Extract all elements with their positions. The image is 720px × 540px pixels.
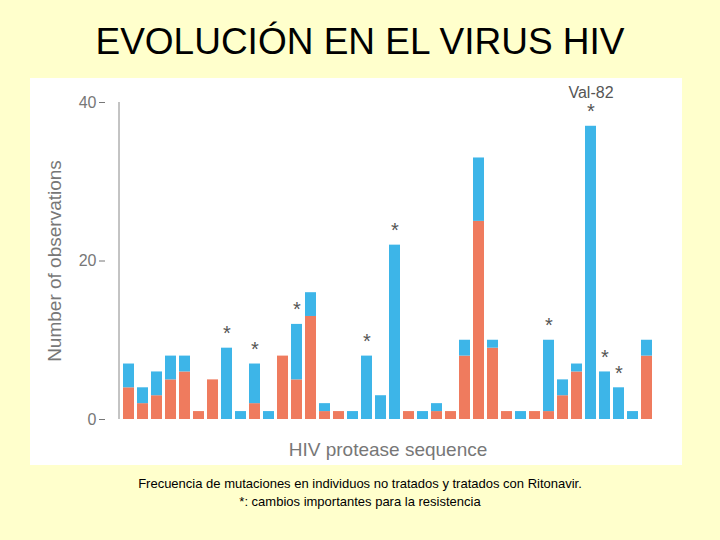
html-text:*: cambios importantes para la: *: cambios importantes para la resistenc…: [239, 494, 481, 509]
svg-text:HIV protease sequence: HIV protease sequence: [289, 439, 488, 460]
svg-text:*: *: [223, 322, 231, 344]
svg-text:*: *: [293, 298, 301, 320]
svg-text:*: *: [615, 362, 623, 384]
html-text:EVOLUCIÓN EN EL VIRUS HIV: EVOLUCIÓN EN EL VIRUS HIV: [95, 21, 625, 62]
svg-text:*: *: [601, 346, 609, 368]
svg-text:*: *: [251, 338, 259, 360]
svg-text:*: *: [587, 100, 595, 122]
svg-text:Val-82: Val-82: [568, 84, 613, 101]
svg-text:0: 0: [88, 411, 97, 428]
svg-text:*: *: [545, 314, 553, 336]
html-text:Frecuencia de mutaciones en in: Frecuencia de mutaciones en individuos n…: [138, 476, 582, 491]
svg-text:Number of observations: Number of observations: [44, 160, 65, 362]
svg-text:40: 40: [79, 94, 97, 111]
svg-text:*: *: [363, 330, 371, 352]
svg-text:*: *: [391, 219, 399, 241]
svg-text:20: 20: [79, 252, 97, 269]
